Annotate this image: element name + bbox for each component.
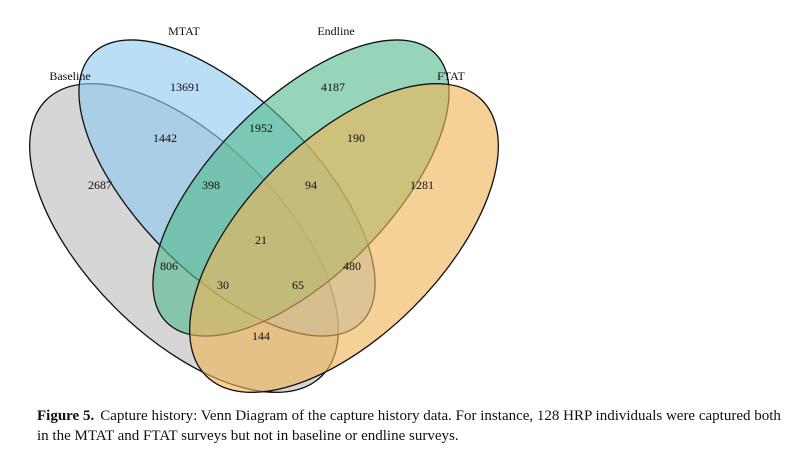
set-ellipse (189, 83, 499, 393)
region-count: 806 (160, 259, 178, 273)
caption: Figure 5. Capture history: Venn Diagram o… (37, 406, 787, 446)
set-label: MTAT (168, 24, 200, 38)
region-count: 190 (347, 131, 365, 145)
region-count: 1952 (249, 121, 273, 135)
venn-diagram: Baseline MTAT Endline FTAT 13691 4187 2687 1281… (29, 24, 499, 393)
region-count: 144 (252, 329, 270, 343)
region-count: 30 (217, 278, 229, 292)
region-count: 13691 (170, 80, 200, 94)
region-count: 398 (202, 178, 220, 192)
region-count: 1442 (153, 131, 177, 145)
set-label: FTAT (437, 69, 465, 83)
region-count: 65 (292, 278, 304, 292)
region-count: 4187 (321, 80, 345, 94)
region-count: 480 (343, 259, 361, 273)
set-label: Endline (317, 24, 354, 38)
set-label: Baseline (49, 69, 90, 83)
region-count: 2687 (88, 178, 112, 192)
region-count: 1281 (410, 178, 434, 192)
caption-label: Figure 5. (37, 408, 95, 424)
region-count: 21 (255, 233, 267, 247)
region-count: 94 (305, 178, 317, 192)
caption-text: Capture history: Venn Diagram of the cap… (37, 408, 781, 444)
